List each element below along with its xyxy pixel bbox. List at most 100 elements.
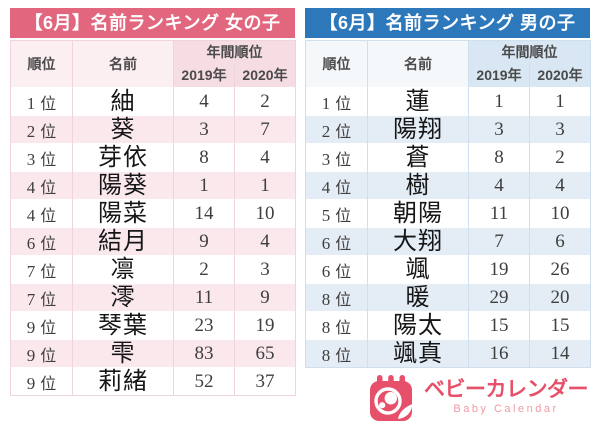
rank-unit: 位 xyxy=(335,179,352,197)
rank-2019-cell: 52 xyxy=(173,367,235,396)
rank-number: 3 xyxy=(321,149,331,169)
rank-2020-cell: 4 xyxy=(529,171,591,200)
rank-2020-cell: 26 xyxy=(529,255,591,284)
baby-calendar-logo: ベビーカレンダー Baby Calendar xyxy=(305,373,590,421)
rank-number: 9 xyxy=(26,317,36,337)
rank-2019-cell: 7 xyxy=(468,227,530,256)
rank-unit: 位 xyxy=(335,151,352,169)
rank-unit: 位 xyxy=(40,235,57,253)
name-cell: 樹 xyxy=(367,171,469,200)
boys-col-header-2020: 2020年 xyxy=(529,62,591,88)
baby-calendar-wordmark: ベビーカレンダー Baby Calendar xyxy=(424,378,589,416)
name-cell: 颯 xyxy=(367,255,469,284)
rank-2019-cell: 3 xyxy=(468,115,530,144)
rank-2020-cell: 37 xyxy=(234,367,296,396)
rank-number: 4 xyxy=(26,205,36,225)
rank-number: 7 xyxy=(26,289,36,309)
name-cell: 陽菜 xyxy=(72,199,174,228)
rank-number: 6 xyxy=(321,233,331,253)
rank-2020-cell: 14 xyxy=(529,339,591,368)
girls-col-header-name: 名前 xyxy=(72,40,174,88)
name-cell: 琴葉 xyxy=(72,311,174,340)
name-cell: 陽翔 xyxy=(367,115,469,144)
rank-2019-cell: 16 xyxy=(468,339,530,368)
rank-2019-cell: 83 xyxy=(173,339,235,368)
girls-col-header-rank: 順位 xyxy=(10,40,73,88)
boys-ranking-section: 【6月】名前ランキング 男の子 順位 名前 年間順位 2019年 2020年 1… xyxy=(305,8,591,421)
rank-2019-cell: 11 xyxy=(173,283,235,312)
rank-2019-cell: 1 xyxy=(173,171,235,200)
rank-2020-cell: 9 xyxy=(234,283,296,312)
rank-2019-cell: 19 xyxy=(468,255,530,284)
rank-2020-cell: 1 xyxy=(234,171,296,200)
rank-2020-cell: 3 xyxy=(529,115,591,144)
rank-unit: 位 xyxy=(40,347,57,365)
rank-unit: 位 xyxy=(335,319,352,337)
name-cell: 颯真 xyxy=(367,339,469,368)
name-cell: 莉緒 xyxy=(72,367,174,396)
rank-2020-cell: 10 xyxy=(529,199,591,228)
rank-unit: 位 xyxy=(40,95,57,113)
rank-unit: 位 xyxy=(40,179,57,197)
girls-col-header-2019: 2019年 xyxy=(173,62,235,88)
boys-col-header-2019: 2019年 xyxy=(468,62,530,88)
rank-2020-cell: 4 xyxy=(234,143,296,172)
rank-number: 8 xyxy=(321,345,331,365)
rank-number: 2 xyxy=(321,121,331,141)
name-cell: 雫 xyxy=(72,339,174,368)
rank-2020-cell: 7 xyxy=(234,115,296,144)
rank-number: 6 xyxy=(321,261,331,281)
name-cell: 陽太 xyxy=(367,311,469,340)
rank-2019-cell: 8 xyxy=(173,143,235,172)
girls-col-header-annual: 年間順位 xyxy=(173,40,296,63)
boys-col-header-annual: 年間順位 xyxy=(468,40,591,63)
girls-ranking-section: 【6月】名前ランキング 女の子 順位 名前 年間順位 2019年 2020年 1… xyxy=(10,8,296,414)
girls-table-title: 【6月】名前ランキング 女の子 xyxy=(10,8,295,38)
rank-unit: 位 xyxy=(335,291,352,309)
name-cell: 朝陽 xyxy=(367,199,469,228)
brand-name-jp: ベビーカレンダー xyxy=(424,378,589,401)
baby-calendar-icon xyxy=(370,375,413,421)
girls-col-header-2020: 2020年 xyxy=(234,62,296,88)
rank-2019-cell: 1 xyxy=(468,87,530,116)
rank-unit: 位 xyxy=(335,123,352,141)
name-cell: 結月 xyxy=(72,227,174,256)
name-cell: 芽依 xyxy=(72,143,174,172)
rank-2019-cell: 11 xyxy=(468,199,530,228)
rank-2020-cell: 15 xyxy=(529,311,591,340)
rank-2019-cell: 14 xyxy=(173,199,235,228)
rank-2019-cell: 15 xyxy=(468,311,530,340)
rank-number: 9 xyxy=(26,345,36,365)
rank-2020-cell: 2 xyxy=(234,87,296,116)
rank-number: 9 xyxy=(26,373,36,393)
rank-number: 8 xyxy=(321,317,331,337)
rank-unit: 位 xyxy=(335,263,352,281)
rank-number: 3 xyxy=(26,149,36,169)
rank-number: 4 xyxy=(321,177,331,197)
